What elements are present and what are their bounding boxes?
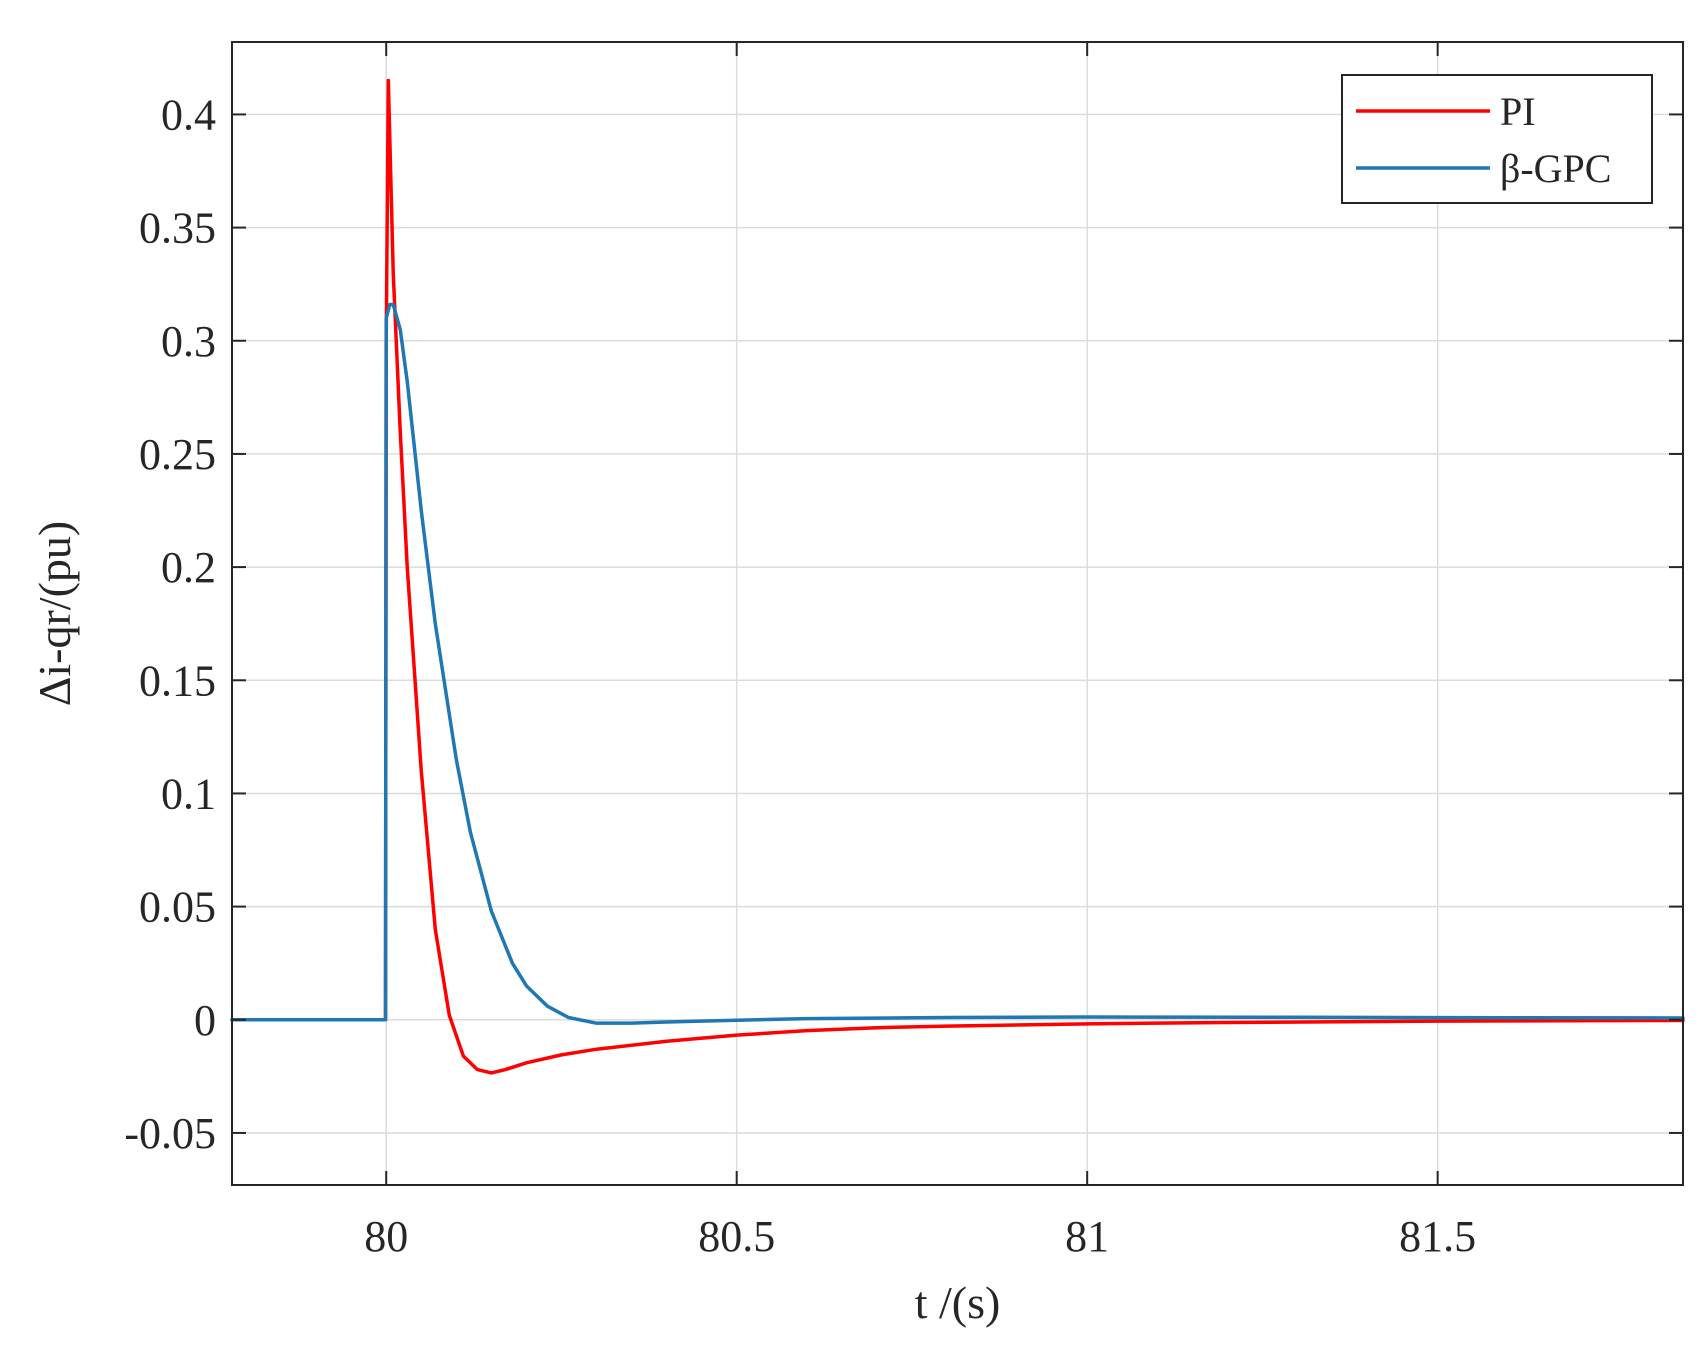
y-tick-label: 0 [194, 996, 216, 1045]
legend-label: PI [1500, 89, 1536, 134]
plot-frame [231, 41, 1684, 1186]
y-tick-label: 0.1 [161, 769, 216, 818]
y-tick-label: 0.25 [139, 430, 216, 479]
x-tick-label: 81.5 [1399, 1212, 1476, 1261]
axis-ticks: 80 80.5 81 81.5 -0.05 0 0.05 0.1 0.15 0.2 0.25 0.3 0… [124, 42, 1683, 1261]
legend-box [1341, 74, 1653, 204]
y-axis-label: Δi-qr/(pu) [29, 521, 80, 706]
x-tick-label: 81 [1065, 1212, 1109, 1261]
x-tick-label: 80 [364, 1212, 408, 1261]
series-line [230, 78, 1685, 1075]
y-tick-label: 0.35 [139, 204, 216, 253]
legend-label: β-GPC [1500, 146, 1611, 191]
y-tick-label: 0.05 [139, 883, 216, 932]
series-line [230, 302, 1685, 1025]
x-axis-label: t /(s) [915, 1277, 1001, 1328]
legend: PI β-GPC [1341, 74, 1653, 204]
grid [232, 42, 1683, 1185]
x-tick-label: 80.5 [698, 1212, 775, 1261]
y-tick-label: 0.15 [139, 656, 216, 705]
series-lines [230, 78, 1685, 1075]
y-tick-label: 0.3 [161, 317, 216, 366]
y-tick-label: 0.2 [161, 543, 216, 592]
y-tick-label: 0.4 [161, 90, 216, 139]
y-tick-label: -0.05 [124, 1109, 216, 1158]
